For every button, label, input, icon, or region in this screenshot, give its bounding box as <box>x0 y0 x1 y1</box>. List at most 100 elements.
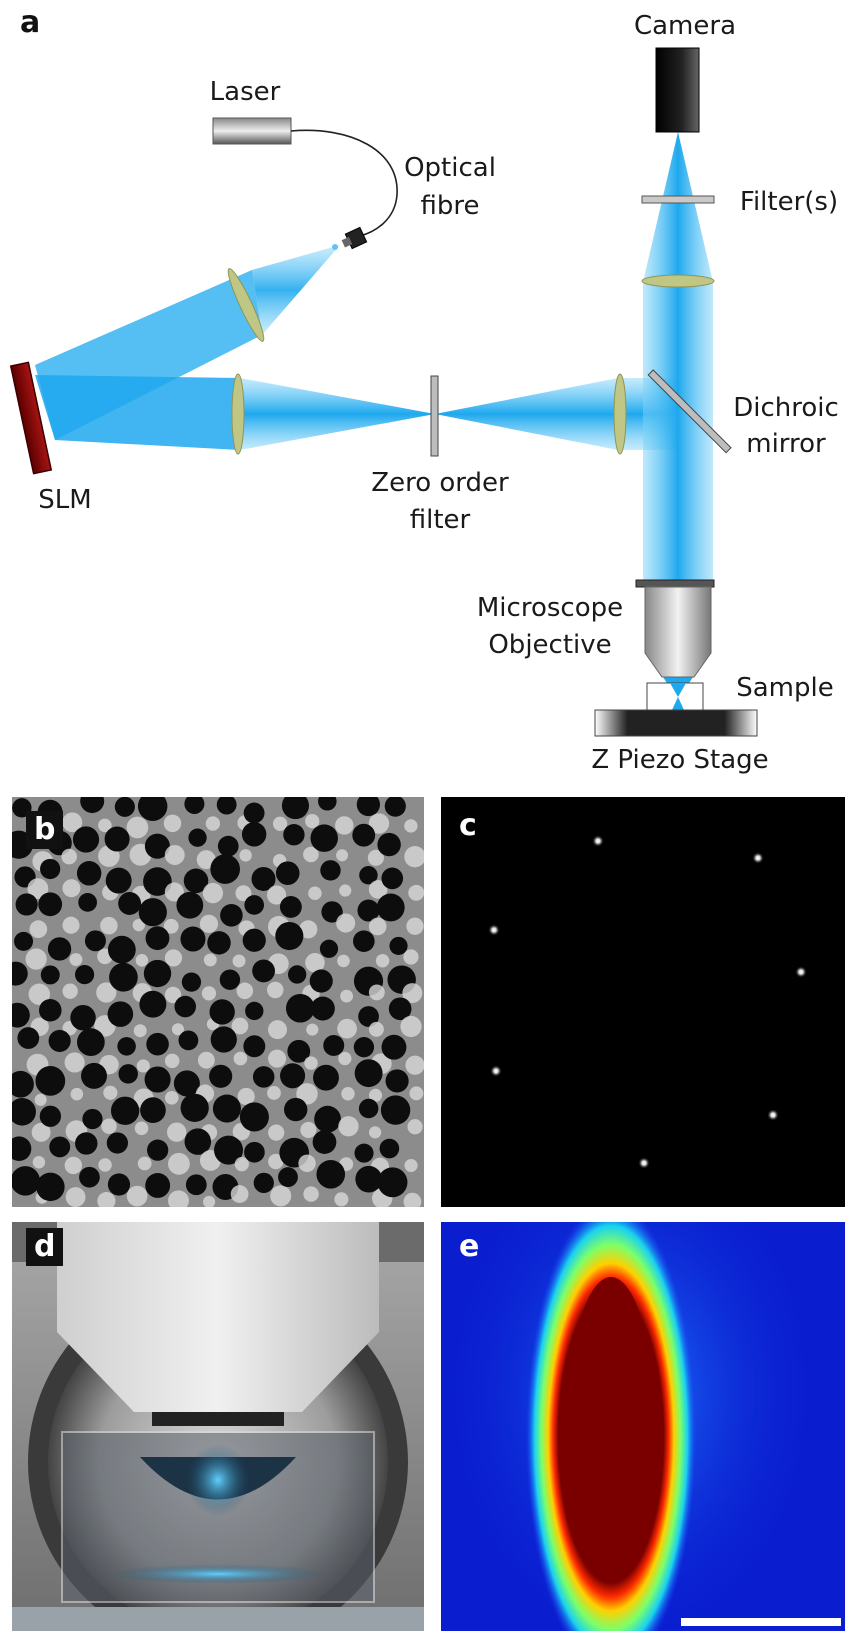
panel-e-intensity-heatmap: e <box>441 1222 845 1631</box>
label-zero-order-line1: Zero order <box>371 468 509 498</box>
hologram-dark-blob <box>388 997 412 1021</box>
fibre-collimator-icon <box>341 226 368 250</box>
hologram-light-blob <box>25 948 47 970</box>
hologram-dark-blob <box>252 1066 275 1088</box>
hologram-dark-blob <box>220 903 243 927</box>
hologram-light-blob <box>336 849 349 862</box>
hologram-dark-blob <box>323 1034 345 1056</box>
hologram-light-blob <box>304 1056 318 1070</box>
hologram-light-blob <box>62 812 83 833</box>
panel-label-a: a <box>20 5 41 40</box>
hologram-dark-blob <box>147 1139 169 1161</box>
hologram-dark-blob <box>109 962 138 992</box>
hologram-dark-blob <box>354 1059 383 1088</box>
hologram-light-blob <box>197 1051 215 1069</box>
hologram-dark-blob <box>174 995 197 1018</box>
hologram-light-blob <box>375 954 390 968</box>
hologram-dark-blob <box>278 1167 298 1188</box>
hologram-dark-blob <box>243 802 265 824</box>
hologram-light-blob <box>61 848 77 865</box>
hologram-light-blob <box>368 880 388 899</box>
hologram-dark-blob <box>81 1062 107 1089</box>
hologram-light-blob <box>136 1059 150 1073</box>
label-objective-line1: Microscope <box>476 593 624 623</box>
hologram-dark-blob <box>358 1006 379 1027</box>
hologram-dark-blob <box>75 1132 98 1155</box>
label-slm: SLM <box>38 485 92 515</box>
hologram-dark-blob <box>110 1096 140 1125</box>
hologram-light-blob <box>308 886 322 901</box>
hologram-light-blob <box>409 1086 424 1101</box>
spot-1 <box>592 835 604 847</box>
hologram-light-blob <box>336 913 356 933</box>
hologram-dark-blob <box>12 1070 34 1098</box>
beam-dichroic-to-lens <box>643 280 713 580</box>
hologram-light-blob <box>303 1186 319 1202</box>
hologram-light-blob <box>368 1088 383 1102</box>
hologram-dark-blob <box>243 1035 266 1058</box>
laser-icon <box>212 117 292 145</box>
hologram-light-blob <box>70 1087 84 1101</box>
hologram-light-blob <box>230 1185 249 1203</box>
hologram-light-blob <box>270 1185 292 1207</box>
hologram-dark-blob <box>180 1093 209 1123</box>
hologram-dark-blob <box>107 1001 134 1027</box>
hologram-dark-blob <box>49 1136 71 1158</box>
lens-1-icon <box>227 268 265 342</box>
hologram-dark-blob <box>188 828 207 847</box>
hologram-light-blob <box>299 920 318 939</box>
hologram-light-blob <box>166 1122 187 1142</box>
scale-bar <box>681 1618 841 1626</box>
hologram-light-blob <box>341 1087 355 1101</box>
hologram-dark-blob <box>313 1064 339 1091</box>
hologram-light-blob <box>64 1156 83 1175</box>
hologram-dark-blob <box>35 1066 66 1096</box>
hologram-light-blob <box>408 884 424 901</box>
hologram-light-blob <box>32 1156 46 1169</box>
beam-to-camera <box>643 132 713 282</box>
hologram-light-blob <box>135 954 149 967</box>
hologram-light-blob <box>202 882 224 904</box>
hologram-light-blob <box>303 846 319 863</box>
panel-label-d: d <box>26 1228 64 1266</box>
hologram-dark-blob <box>354 1143 374 1163</box>
hologram-dark-blob <box>320 860 341 881</box>
hologram-light-blob <box>403 949 419 965</box>
hologram-dark-blob <box>377 1167 408 1198</box>
hologram-dark-blob <box>117 1037 136 1056</box>
hologram-dark-blob <box>107 935 136 964</box>
hologram-dark-blob <box>252 959 275 983</box>
hologram-dark-blob <box>12 1002 30 1028</box>
hologram-light-blob <box>163 918 179 934</box>
label-zero-order-line2: filter <box>409 505 471 535</box>
hologram-dark-blob <box>185 1174 207 1196</box>
hologram-light-blob <box>126 1185 148 1207</box>
hologram-dark-blob <box>384 797 406 817</box>
hologram-dark-blob <box>39 998 62 1022</box>
hologram-light-blob <box>97 1192 116 1207</box>
hologram-dark-blob <box>251 866 276 891</box>
hologram-dark-blob <box>389 936 408 955</box>
hologram-dark-blob <box>144 1066 171 1093</box>
hologram-dark-blob <box>145 926 170 951</box>
hologram-light-blob <box>234 1157 249 1172</box>
hologram-dark-blob <box>38 892 63 917</box>
hologram-light-blob <box>164 882 184 902</box>
hologram-light-blob <box>305 813 320 829</box>
hologram-light-blob <box>168 1190 189 1207</box>
hologram-light-blob <box>137 1156 152 1171</box>
hologram-dark-blob <box>381 1034 407 1060</box>
hologram-dark-blob <box>114 797 135 817</box>
hologram-light-blob <box>98 1158 112 1172</box>
label-sample: Sample <box>736 673 834 703</box>
hologram-light-blob <box>368 813 390 834</box>
hologram-light-blob <box>164 845 185 865</box>
hologram-light-blob <box>62 879 81 898</box>
hologram-dark-blob <box>283 824 305 846</box>
hologram-light-blob <box>407 1119 423 1135</box>
filter-icon <box>641 195 715 204</box>
hologram-dark-blob <box>137 797 168 821</box>
hologram-dark-blob <box>138 898 167 927</box>
hologram-dark-blob <box>279 896 302 918</box>
